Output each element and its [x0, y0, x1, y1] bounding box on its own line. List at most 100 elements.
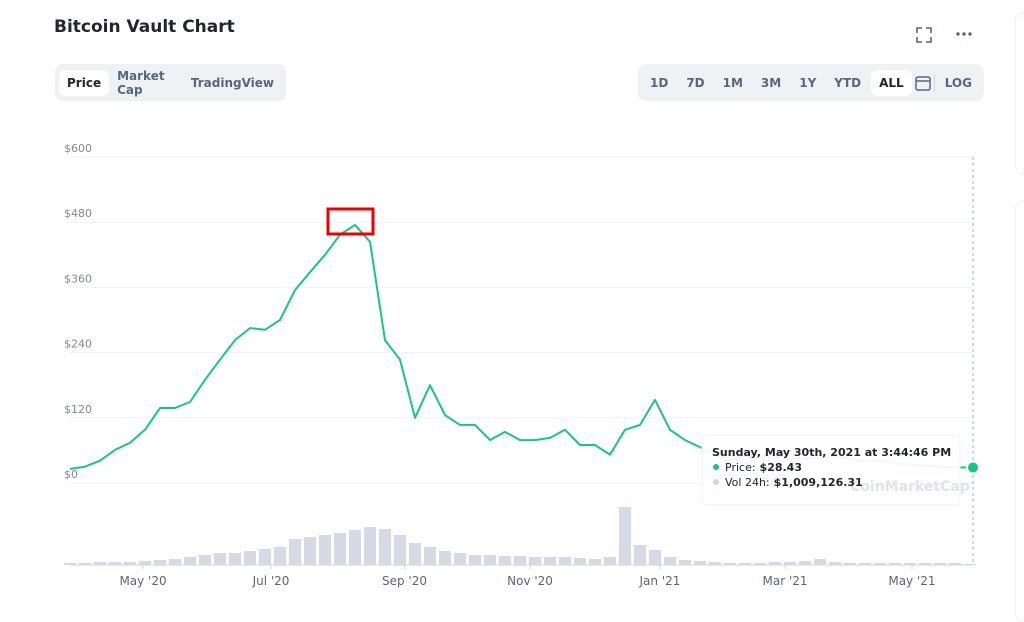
volume-bar — [364, 527, 376, 565]
tooltip-volume: Vol 24h: $1,009,126.31 — [725, 476, 863, 489]
volume-bar — [124, 562, 136, 565]
volume-bar — [784, 562, 796, 565]
volume-bar — [529, 557, 541, 565]
volume-bar — [454, 553, 466, 565]
chart: $0 $120 $240 $360 $480 $600 May '20 Jul '20 Sep … — [64, 142, 980, 588]
volume-bar — [379, 529, 391, 565]
price-line — [69, 223, 971, 470]
x-tick-label: Jul '20 — [252, 574, 290, 588]
volume-bar — [139, 561, 151, 565]
tab[interactable]: Price — [59, 69, 110, 96]
range[interactable]: 3M — [760, 75, 782, 90]
range[interactable]: 1Y — [799, 75, 817, 90]
x-tick-label: Jan '21 — [639, 574, 681, 588]
volume-bar — [439, 551, 451, 565]
volume-bar — [424, 547, 436, 565]
tooltip-volume-value: $1,009,126.31 — [774, 476, 863, 489]
tooltip-date: Sunday, May 30th, 2021 at 3:44:46 PM — [712, 446, 951, 459]
volume-bar — [289, 539, 301, 565]
volume-bar — [739, 563, 751, 565]
volume-bar — [349, 530, 361, 565]
tab[interactable]: TradingView — [190, 75, 274, 90]
tooltip-price-value: $28.43 — [760, 461, 802, 474]
volume-bar — [79, 563, 91, 565]
volume-bar — [724, 563, 736, 565]
volume-bar — [319, 535, 331, 565]
volume-bar — [469, 555, 481, 565]
tooltip-bullet — [713, 464, 719, 470]
volume-bar — [844, 563, 856, 565]
range-group: 1D 7D 1M 3M 1Y YTD ALL LOG — [638, 64, 984, 101]
volume-bar — [589, 559, 601, 565]
tooltip: CoinMarketCap Sunday, May 30th, 2021 at 3… — [701, 434, 970, 506]
volume-bar — [169, 559, 181, 565]
volume-bar — [544, 557, 556, 565]
divider — [933, 73, 935, 92]
volume-bar — [109, 562, 121, 565]
x-tick-label: May '21 — [888, 574, 935, 588]
volume-bar — [694, 561, 706, 565]
tab-group: Price Market Cap TradingView — [55, 64, 286, 101]
volume-bar — [499, 556, 511, 565]
volume-bar — [304, 537, 316, 565]
range[interactable]: 1D — [650, 75, 669, 90]
volume-bar — [154, 560, 166, 565]
volume-bar — [799, 561, 811, 565]
hover-dot — [966, 460, 980, 475]
volume-bar — [514, 556, 526, 565]
title: Bitcoin Vault Chart — [54, 17, 235, 37]
volume-bar — [649, 550, 661, 565]
x-tick-label: Sep '20 — [382, 574, 427, 588]
volume-bar — [709, 562, 721, 565]
volume-bar — [274, 547, 286, 565]
volume-bar — [394, 535, 406, 565]
volume-bar — [829, 562, 841, 565]
x-tick-label: Mar '21 — [763, 574, 808, 588]
volume-bar — [919, 563, 931, 565]
volume-bar — [859, 563, 871, 565]
y-tick-label: $360 — [64, 272, 92, 285]
volume-bar — [634, 545, 646, 565]
side-panel — [1015, 200, 1024, 622]
volume-bar — [559, 557, 571, 565]
highlight-box — [326, 207, 375, 236]
calendar-icon[interactable] — [914, 74, 932, 92]
range[interactable]: 7D — [686, 75, 705, 90]
volume-bar — [769, 562, 781, 565]
volume-bar — [904, 563, 916, 565]
x-tick-label: May '20 — [119, 574, 166, 588]
volume-bar — [409, 543, 421, 565]
volume-bar — [199, 555, 211, 565]
y-tick-label: $240 — [64, 338, 92, 351]
range[interactable]: ALL — [871, 69, 912, 96]
volume-bar — [484, 555, 496, 565]
y-tick-label: $0 — [64, 468, 78, 481]
y-tick-label: $600 — [64, 142, 92, 155]
tab[interactable]: Market Cap — [117, 68, 165, 97]
volume-bar — [94, 562, 106, 565]
volume-bar — [754, 563, 766, 565]
volume-bar — [934, 563, 946, 565]
volume-bar — [574, 558, 586, 565]
y-tick-label: $120 — [64, 403, 92, 416]
range[interactable]: YTD — [834, 75, 862, 90]
side-panel — [1015, 12, 1024, 174]
volume-bar — [184, 557, 196, 565]
volume-bar — [814, 559, 826, 565]
tooltip-volume-label: Vol 24h: — [725, 476, 770, 489]
volume-bar — [229, 553, 241, 565]
volume-bar — [679, 560, 691, 565]
y-tick-label: $480 — [64, 207, 92, 220]
x-tick-label: Nov '20 — [507, 574, 553, 588]
tooltip-bullet — [713, 479, 719, 485]
volume-bar — [889, 563, 901, 565]
volume-bar — [949, 563, 961, 565]
volume-bar — [214, 553, 226, 565]
tooltip-price: Price: $28.43 — [725, 461, 802, 474]
volume-bar — [874, 563, 886, 565]
volume-bar — [604, 557, 616, 565]
range[interactable]: 1M — [722, 75, 743, 90]
log-toggle[interactable]: LOG — [944, 75, 972, 90]
tooltip-box — [701, 434, 961, 506]
